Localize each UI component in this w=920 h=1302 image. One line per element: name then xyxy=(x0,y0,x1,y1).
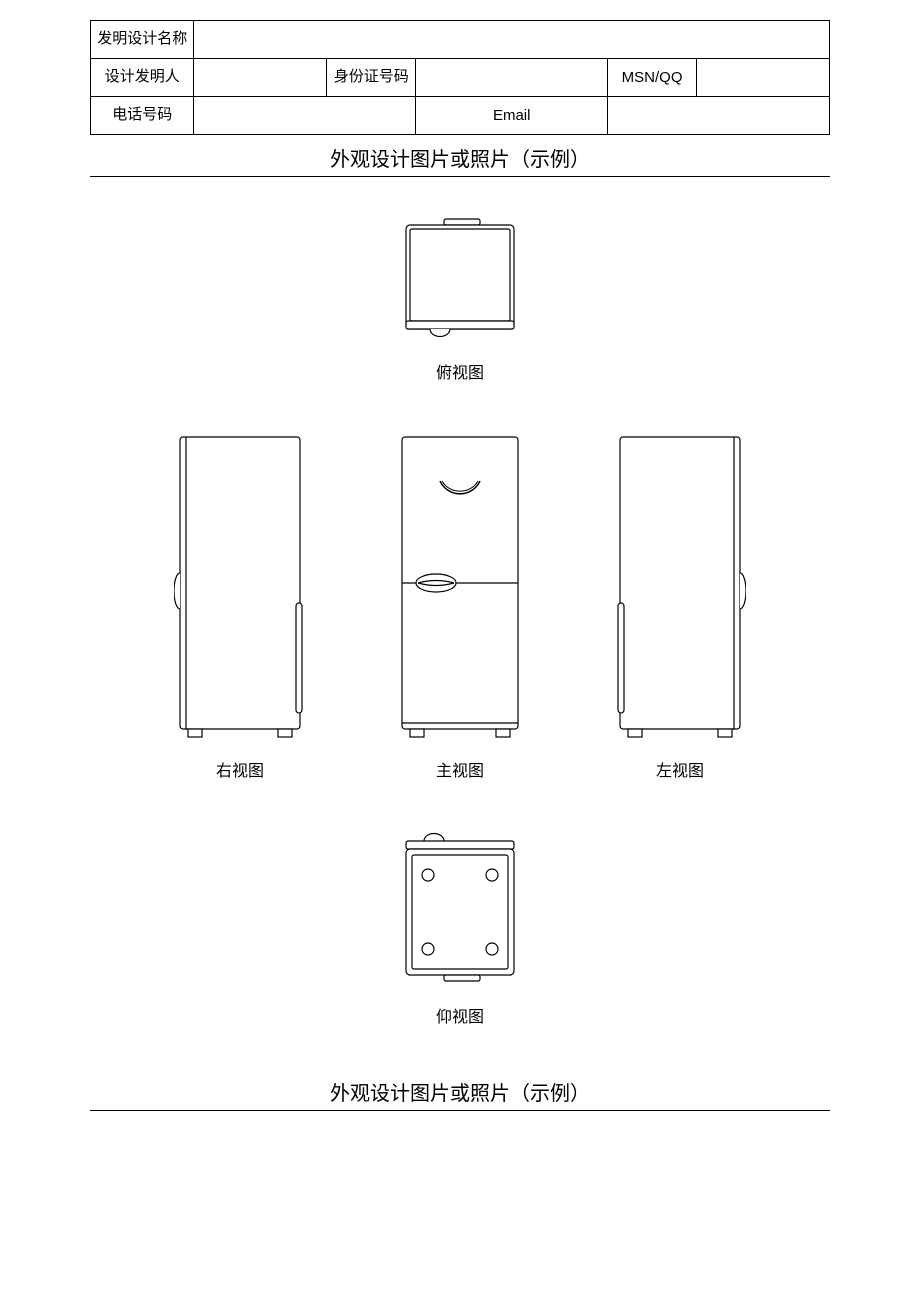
views-area: 俯视图 右视图 xyxy=(90,217,830,1027)
view-left-label: 左视图 xyxy=(614,757,746,781)
form-label-design-name: 发明设计名称 xyxy=(91,21,194,59)
view-right: 右视图 xyxy=(174,433,306,781)
form-value-email[interactable] xyxy=(608,97,830,135)
section-title-1: 外观设计图片或照片（示例） xyxy=(90,143,830,172)
form-value-design-name[interactable] xyxy=(194,21,830,59)
form-value-msnqq[interactable] xyxy=(696,59,829,97)
form-value-id-number[interactable] xyxy=(416,59,608,97)
view-bottom-label: 仰视图 xyxy=(396,1003,524,1027)
form-label-id-number: 身份证号码 xyxy=(327,59,416,97)
view-top: 俯视图 xyxy=(396,217,524,383)
bottom-view-svg xyxy=(396,831,524,989)
form-label-phone: 电话号码 xyxy=(91,97,194,135)
section-rule-1 xyxy=(90,176,830,177)
form-value-designer[interactable] xyxy=(194,59,327,97)
view-top-label: 俯视图 xyxy=(396,359,524,383)
view-left: 左视图 xyxy=(614,433,746,781)
form-value-phone[interactable] xyxy=(194,97,416,135)
right-view-svg xyxy=(174,433,306,743)
section-rule-2 xyxy=(90,1110,830,1111)
view-front: 主视图 xyxy=(396,433,524,781)
view-bottom: 仰视图 xyxy=(396,831,524,1027)
form-table: 发明设计名称 设计发明人 身份证号码 MSN/QQ 电话号码 Email xyxy=(90,20,830,135)
front-view-svg xyxy=(396,433,524,743)
view-front-label: 主视图 xyxy=(396,757,524,781)
top-view-svg xyxy=(396,217,524,345)
form-label-msnqq: MSN/QQ xyxy=(608,59,697,97)
section-title-2: 外观设计图片或照片（示例） xyxy=(90,1077,830,1106)
view-right-label: 右视图 xyxy=(174,757,306,781)
left-view-svg xyxy=(614,433,746,743)
form-label-designer: 设计发明人 xyxy=(91,59,194,97)
form-label-email: Email xyxy=(416,97,608,135)
